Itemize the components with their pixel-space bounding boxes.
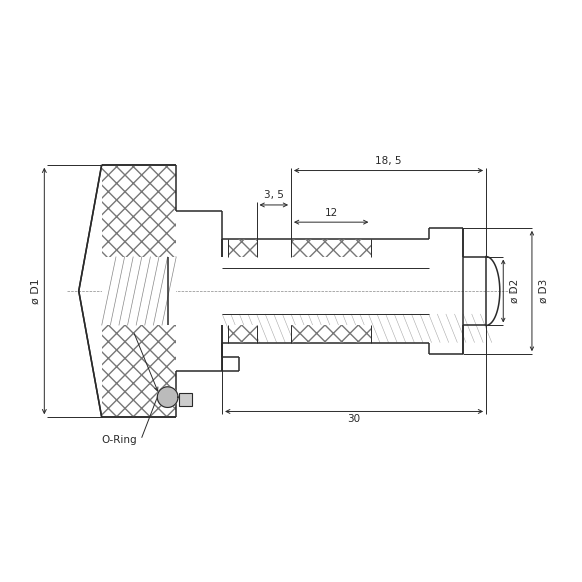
Text: ø D3: ø D3 [539, 279, 549, 303]
Bar [291, 325, 371, 343]
Bar [228, 325, 257, 343]
Text: 12: 12 [325, 208, 338, 218]
Bar [102, 165, 176, 291]
Bar [228, 239, 257, 257]
Bar [102, 257, 176, 325]
Bar [102, 291, 176, 417]
Bar [228, 239, 257, 257]
Text: 18, 5: 18, 5 [375, 156, 402, 166]
Text: ø D1: ø D1 [31, 278, 41, 304]
Text: 3, 5: 3, 5 [264, 190, 284, 200]
Bar [102, 291, 176, 417]
Text: Thread: Thread [120, 284, 130, 321]
Bar [102, 165, 176, 291]
Bar [179, 393, 191, 406]
Text: 30: 30 [347, 414, 361, 424]
Bar [291, 239, 371, 257]
Bar [291, 239, 371, 257]
Text: O-Ring: O-Ring [101, 435, 137, 445]
Text: ø D2: ø D2 [510, 279, 520, 303]
Bar [228, 325, 257, 343]
Polygon shape [157, 387, 178, 407]
Bar [291, 325, 371, 343]
